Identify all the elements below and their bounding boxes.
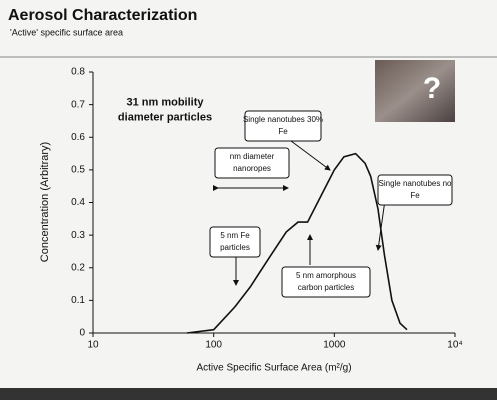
inset-label: ? bbox=[423, 72, 441, 105]
annotation-box bbox=[281, 266, 371, 298]
data-line bbox=[186, 152, 408, 334]
title: Aerosol Characterization bbox=[8, 7, 197, 24]
x-tick-label: 10⁴ bbox=[447, 340, 462, 351]
annotation-text: diameter particles bbox=[118, 111, 212, 123]
annotation-box bbox=[244, 110, 322, 142]
annotation-text: 5 nm amorphous bbox=[296, 271, 356, 280]
y-tick-label: 0.5 bbox=[71, 165, 85, 176]
pointer-arrow bbox=[375, 199, 386, 251]
y-tick-label: 0.7 bbox=[71, 99, 85, 110]
annotation-text: nanoropes bbox=[233, 164, 271, 173]
y-axis-label: Concentration (Arbitrary) bbox=[39, 142, 51, 262]
x-axis-label: Active Specific Surface Area (m²/g) bbox=[196, 363, 351, 374]
annotation-text: carbon particles bbox=[298, 283, 354, 292]
annotation-text: Fe bbox=[410, 191, 420, 200]
annotation-text: nm diameter bbox=[230, 152, 275, 161]
footer-band bbox=[0, 388, 497, 400]
x-tick-label: 1000 bbox=[323, 340, 346, 351]
annotation-text: Single nanotubes no bbox=[379, 179, 453, 188]
annotation-text: particles bbox=[220, 243, 250, 252]
annotation-box bbox=[214, 147, 290, 179]
x-tick-label: 10 bbox=[87, 340, 99, 351]
x-tick-label: 100 bbox=[205, 340, 222, 351]
y-tick-label: 0 bbox=[79, 328, 85, 339]
y-tick-label: 0.2 bbox=[71, 262, 85, 273]
annotation-box bbox=[209, 226, 261, 258]
annotation-text: 31 nm mobility bbox=[126, 96, 204, 108]
y-tick-label: 0.6 bbox=[71, 132, 85, 143]
subtitle: 'Active' specific surface area bbox=[10, 27, 123, 37]
annotation-text: Fe bbox=[278, 127, 288, 136]
y-tick-label: 0.1 bbox=[71, 295, 85, 306]
annotation-text: 5 nm Fe bbox=[220, 231, 250, 240]
inset-image bbox=[375, 60, 455, 122]
annotation-text: Single nanotubes 30% bbox=[243, 115, 323, 124]
y-tick-label: 0.3 bbox=[71, 230, 85, 241]
annotation-box bbox=[377, 174, 453, 206]
y-tick-label: 0.8 bbox=[71, 67, 85, 78]
y-tick-label: 0.4 bbox=[71, 197, 85, 208]
